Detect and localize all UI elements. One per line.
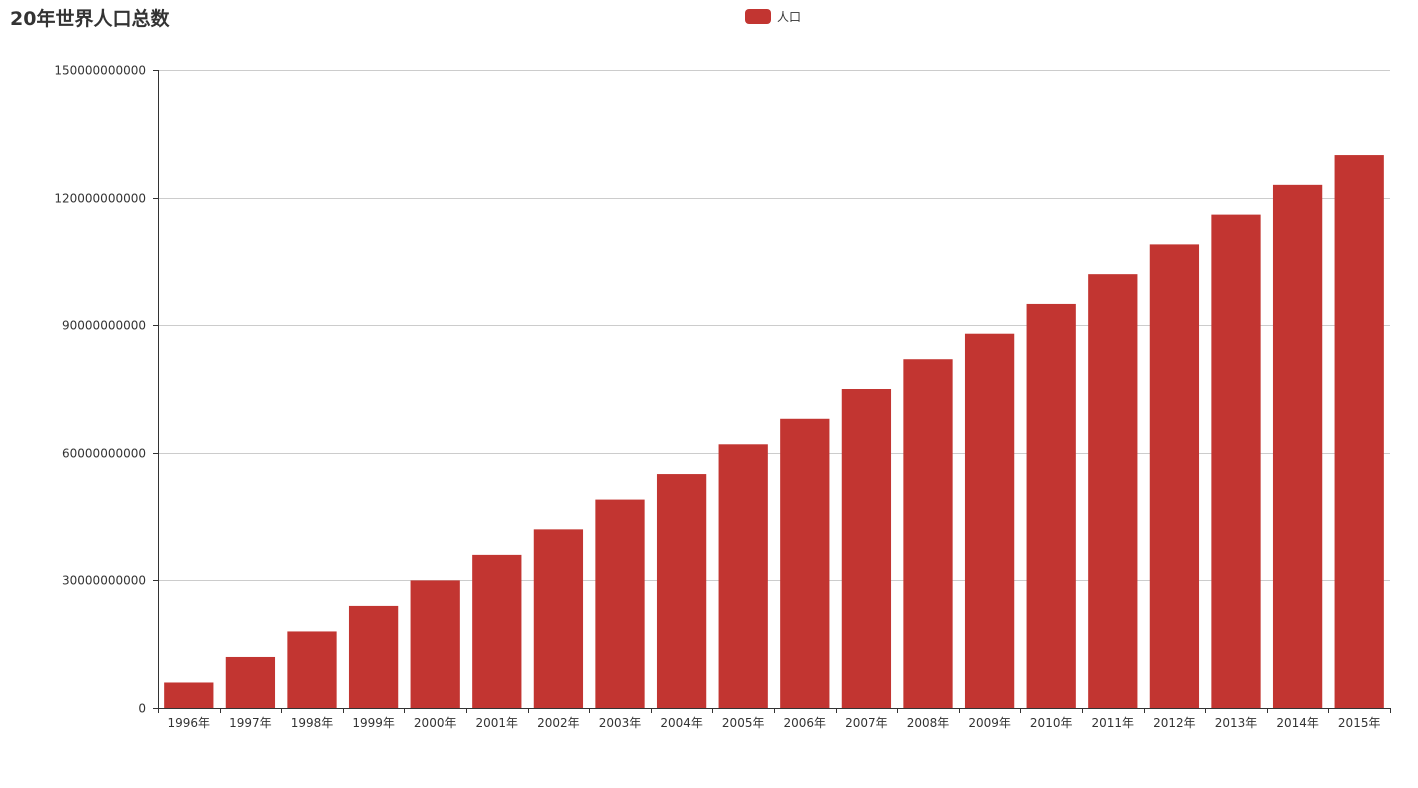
x-tick-label: 2013年 xyxy=(1215,716,1258,730)
x-tick-label: 2003年 xyxy=(599,716,642,730)
x-tick-label: 2007年 xyxy=(845,716,888,730)
bar xyxy=(533,529,584,708)
y-tick-label: 150000000000 xyxy=(54,64,146,78)
x-tick-label: 2009年 xyxy=(968,716,1011,730)
x-tick-label: 2004年 xyxy=(660,716,703,730)
legend-swatch xyxy=(745,9,771,24)
x-tick-label: 2002年 xyxy=(537,716,580,730)
x-tick-label: 2014年 xyxy=(1276,716,1319,730)
bar xyxy=(780,418,830,708)
bar xyxy=(287,631,337,708)
bar xyxy=(164,682,214,708)
bar xyxy=(1149,244,1200,709)
chart-title: 20年世界人口总数 xyxy=(10,8,170,30)
bar xyxy=(1088,274,1138,708)
grid-lines xyxy=(158,70,1390,581)
x-tick-label: 2012年 xyxy=(1153,716,1196,730)
legend-label: 人口 xyxy=(777,10,802,24)
x-tick-label: 2000年 xyxy=(414,716,457,730)
x-tick-label: 1997年 xyxy=(229,716,272,730)
x-tick-label: 1998年 xyxy=(291,716,334,730)
x-tick-label: 2015年 xyxy=(1338,716,1381,730)
bar xyxy=(1272,184,1323,709)
bar xyxy=(718,444,768,708)
y-tick-label: 90000000000 xyxy=(62,319,146,333)
x-tick-label: 2006年 xyxy=(784,716,827,730)
x-tick-label: 2005年 xyxy=(722,716,765,730)
bar xyxy=(1026,303,1076,708)
bar xyxy=(348,605,399,708)
bar xyxy=(903,359,953,708)
y-tick-label: 120000000000 xyxy=(54,192,146,206)
x-tick-label: 2010年 xyxy=(1030,716,1073,730)
x-tick-label: 2011年 xyxy=(1092,716,1135,730)
bar xyxy=(1334,155,1384,709)
bars xyxy=(164,155,1384,709)
bar xyxy=(225,656,276,708)
bar xyxy=(410,580,460,708)
bar xyxy=(656,474,707,708)
bar xyxy=(472,554,522,708)
y-tick-label: 30000000000 xyxy=(62,574,146,588)
x-tick-label: 2001年 xyxy=(476,716,519,730)
bar xyxy=(841,389,892,708)
x-tick-label: 2008年 xyxy=(907,716,950,730)
axes: 0 30000000000 60000000000 90000000000 120000… xyxy=(54,64,1391,730)
legend[interactable]: 人口 xyxy=(745,8,801,25)
bar xyxy=(1211,214,1261,708)
y-tick-label: 60000000000 xyxy=(62,447,146,461)
x-tick-label: 1999年 xyxy=(352,716,395,730)
x-tick-label: 1996年 xyxy=(168,716,211,730)
bar xyxy=(964,333,1015,708)
bar xyxy=(595,499,645,708)
y-tick-label: 0 xyxy=(138,702,146,716)
